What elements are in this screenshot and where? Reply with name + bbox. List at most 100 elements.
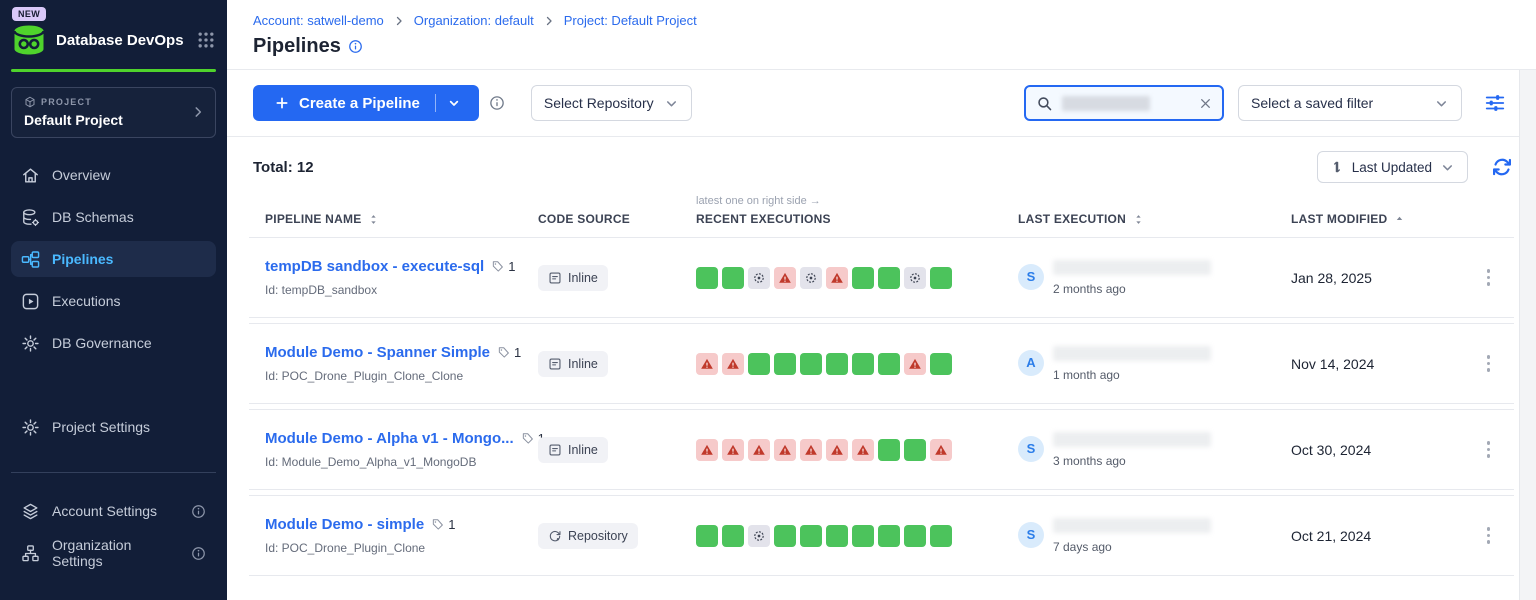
pipeline-name-link[interactable]: tempDB sandbox - execute-sql bbox=[265, 258, 485, 275]
saved-filter-select[interactable]: Select a saved filter bbox=[1238, 85, 1462, 121]
sidebar-item-project-settings[interactable]: Project Settings bbox=[11, 409, 216, 445]
tag-icon bbox=[493, 260, 504, 272]
row-menu-kebab-icon[interactable] bbox=[1482, 350, 1496, 377]
recent-executions bbox=[696, 266, 1018, 289]
info-icon[interactable] bbox=[489, 95, 505, 111]
execution-status-success[interactable] bbox=[800, 524, 822, 547]
last-execution-ago: 3 months ago bbox=[1053, 453, 1126, 468]
breadcrumb-project[interactable]: Project: Default Project bbox=[563, 13, 697, 28]
pipeline-name-cell: tempDB sandbox - execute-sql 1 Id: tempD… bbox=[265, 258, 538, 297]
sidebar-item-executions[interactable]: Executions bbox=[11, 283, 216, 319]
execution-status-warning[interactable] bbox=[930, 438, 952, 461]
create-pipeline-button[interactable]: Create a Pipeline bbox=[253, 85, 479, 121]
chevron-right-icon bbox=[195, 107, 202, 117]
execution-status-success[interactable] bbox=[878, 352, 900, 375]
execution-status-success[interactable] bbox=[904, 524, 926, 547]
execution-status-warning[interactable] bbox=[774, 438, 796, 461]
clear-search-icon[interactable] bbox=[1199, 97, 1212, 110]
execution-status-success[interactable] bbox=[852, 352, 874, 375]
scrollbar-gutter[interactable] bbox=[1519, 70, 1536, 600]
execution-status-success[interactable] bbox=[852, 524, 874, 547]
execution-status-success[interactable] bbox=[852, 266, 874, 289]
execution-status-success[interactable] bbox=[774, 524, 796, 547]
execution-status-success[interactable] bbox=[722, 266, 744, 289]
table-row: Module Demo - Spanner Simple 1 Id: POC_D… bbox=[249, 323, 1514, 404]
execution-status-success[interactable] bbox=[696, 524, 718, 547]
tag-icon bbox=[433, 518, 444, 530]
info-icon[interactable] bbox=[191, 504, 206, 519]
execution-status-warning[interactable] bbox=[722, 352, 744, 375]
column-last-modified[interactable]: LAST MODIFIED bbox=[1291, 212, 1463, 226]
sort-updown-icon[interactable] bbox=[367, 213, 380, 226]
execution-status-success[interactable] bbox=[878, 266, 900, 289]
sort-select[interactable]: Last Updated bbox=[1316, 151, 1468, 183]
execution-status-success[interactable] bbox=[930, 524, 952, 547]
execution-status-warning[interactable] bbox=[722, 438, 744, 461]
create-pipeline-dropdown[interactable] bbox=[436, 86, 473, 120]
execution-status-success[interactable] bbox=[800, 352, 822, 375]
execution-status-success[interactable] bbox=[878, 524, 900, 547]
sidebar-item-db-schemas[interactable]: DB Schemas bbox=[11, 199, 216, 235]
execution-status-success[interactable] bbox=[722, 524, 744, 547]
row-menu-kebab-icon[interactable] bbox=[1482, 436, 1496, 463]
tag-count: 1 bbox=[514, 345, 522, 360]
execution-status-warning[interactable] bbox=[696, 352, 718, 375]
filter-sliders-icon[interactable] bbox=[1484, 92, 1506, 114]
sort-updown-icon[interactable] bbox=[1132, 213, 1145, 226]
sidebar-item-organization-settings[interactable]: Organization Settings bbox=[11, 535, 216, 571]
execution-status-warning[interactable] bbox=[826, 266, 848, 289]
execution-status-warning[interactable] bbox=[852, 438, 874, 461]
sort-asc-icon[interactable] bbox=[1393, 213, 1406, 226]
execution-status-warning[interactable] bbox=[826, 438, 848, 461]
execution-status-neutral[interactable] bbox=[748, 266, 770, 289]
execution-status-success[interactable] bbox=[696, 266, 718, 289]
execution-status-neutral[interactable] bbox=[904, 266, 926, 289]
execution-status-success[interactable] bbox=[930, 352, 952, 375]
column-pipeline-name[interactable]: PIPELINE NAME bbox=[265, 212, 538, 226]
execution-status-warning[interactable] bbox=[748, 438, 770, 461]
execution-status-success[interactable] bbox=[826, 352, 848, 375]
search-value-redacted bbox=[1062, 95, 1150, 111]
column-last-execution[interactable]: LAST EXECUTION bbox=[1018, 212, 1291, 226]
execution-status-success[interactable] bbox=[748, 352, 770, 375]
pipeline-name-link[interactable]: Module Demo - Spanner Simple bbox=[265, 344, 491, 361]
refresh-icon[interactable] bbox=[1492, 157, 1512, 177]
pipeline-name-link[interactable]: Module Demo - simple bbox=[265, 516, 425, 533]
pipeline-name-link[interactable]: Module Demo - Alpha v1 - Mongo... bbox=[265, 430, 514, 447]
execution-status-warning[interactable] bbox=[904, 352, 926, 375]
row-menu-kebab-icon[interactable] bbox=[1482, 522, 1496, 549]
info-icon[interactable] bbox=[191, 546, 206, 561]
tag-indicator: 1 bbox=[497, 345, 521, 360]
row-menu-kebab-icon[interactable] bbox=[1482, 264, 1496, 291]
avatar: S bbox=[1018, 521, 1044, 548]
sidebar-item-pipelines[interactable]: Pipelines bbox=[11, 241, 216, 277]
table-header: PIPELINE NAME CODE SOURCE latest one on … bbox=[249, 193, 1514, 237]
executor-name-redacted bbox=[1053, 431, 1211, 447]
breadcrumb-account[interactable]: Account: satwell-demo bbox=[253, 13, 384, 28]
execution-status-success[interactable] bbox=[826, 524, 848, 547]
chevron-right-icon bbox=[396, 16, 402, 25]
execution-status-warning[interactable] bbox=[800, 438, 822, 461]
execution-status-success[interactable] bbox=[904, 438, 926, 461]
sidebar-item-account-settings[interactable]: Account Settings bbox=[11, 493, 216, 529]
pipelines-icon bbox=[21, 250, 40, 269]
chevron-right-icon bbox=[546, 16, 552, 25]
execution-status-success[interactable] bbox=[878, 438, 900, 461]
page-title: Pipelines bbox=[253, 35, 341, 57]
execution-status-warning[interactable] bbox=[774, 266, 796, 289]
execution-status-warning[interactable] bbox=[696, 438, 718, 461]
table-row: Module Demo - simple 1 Id: POC_Drone_Plu… bbox=[249, 495, 1514, 576]
project-selector[interactable]: PROJECT Default Project bbox=[11, 87, 216, 138]
search-input[interactable] bbox=[1024, 85, 1224, 121]
execution-status-success[interactable] bbox=[930, 266, 952, 289]
execution-status-neutral[interactable] bbox=[748, 524, 770, 547]
sidebar-item-db-governance[interactable]: DB Governance bbox=[11, 325, 216, 361]
execution-status-neutral[interactable] bbox=[800, 266, 822, 289]
execution-status-success[interactable] bbox=[774, 352, 796, 375]
app-switcher-grid-icon[interactable] bbox=[196, 30, 216, 50]
info-icon[interactable] bbox=[348, 39, 363, 54]
chevron-down-icon bbox=[1443, 164, 1452, 170]
sidebar-item-overview[interactable]: Overview bbox=[11, 157, 216, 193]
breadcrumb-organization[interactable]: Organization: default bbox=[413, 13, 534, 28]
repository-select[interactable]: Select Repository bbox=[530, 85, 692, 121]
